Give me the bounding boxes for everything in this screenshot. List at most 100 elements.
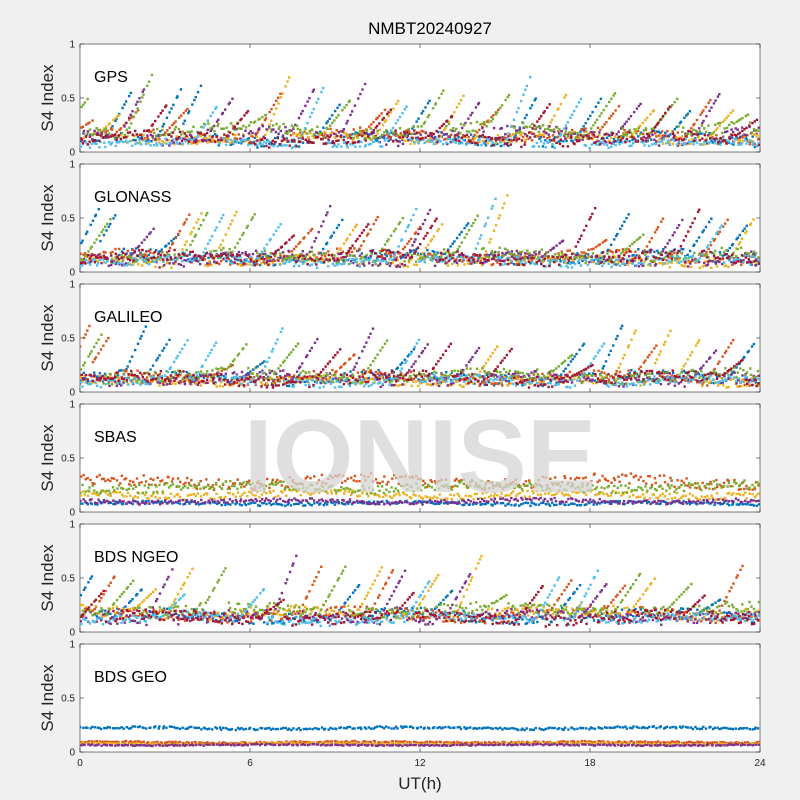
data-point <box>562 261 566 264</box>
data-point <box>516 129 520 132</box>
data-point <box>421 136 424 140</box>
data-point <box>525 125 529 129</box>
data-point <box>499 374 503 377</box>
data-point <box>383 131 386 134</box>
data-point <box>341 130 344 133</box>
data-point <box>271 139 275 142</box>
data-point <box>235 377 239 380</box>
data-point <box>666 254 669 258</box>
data-point <box>249 370 252 373</box>
data-point <box>335 247 339 250</box>
data-point <box>285 384 289 388</box>
data-point <box>279 256 282 260</box>
data-point <box>507 93 511 97</box>
data-point <box>374 261 377 264</box>
data-point <box>306 132 309 135</box>
data-point <box>161 265 164 268</box>
data-point <box>411 127 414 130</box>
data-point <box>435 260 439 264</box>
data-point <box>398 251 402 255</box>
data-point <box>644 257 648 261</box>
data-point <box>525 134 529 138</box>
data-point <box>610 145 613 149</box>
data-point <box>104 127 108 131</box>
data-point <box>356 131 359 135</box>
data-point <box>705 139 709 142</box>
data-point <box>564 253 567 257</box>
data-point <box>479 123 482 126</box>
data-point <box>246 110 250 113</box>
data-point <box>118 369 121 372</box>
data-point <box>363 82 367 86</box>
data-point <box>560 251 564 255</box>
data-point <box>494 255 498 259</box>
data-point <box>598 114 601 118</box>
data-point <box>381 257 384 261</box>
data-point <box>336 257 339 260</box>
data-point <box>607 262 610 266</box>
data-point <box>137 142 140 145</box>
data-point <box>231 250 234 254</box>
data-point <box>659 134 662 137</box>
data-point <box>426 231 429 235</box>
data-point <box>395 378 398 381</box>
data-point <box>93 261 97 264</box>
data-point <box>676 255 680 258</box>
data-point <box>222 374 226 378</box>
data-point <box>705 142 709 145</box>
data-point <box>564 261 567 264</box>
data-point <box>406 242 409 245</box>
data-point <box>445 256 448 260</box>
data-point <box>617 249 621 252</box>
data-point <box>279 92 282 96</box>
data-point <box>608 255 611 259</box>
data-point <box>109 222 112 226</box>
data-point <box>426 243 430 247</box>
data-point <box>564 127 568 130</box>
data-point <box>496 382 500 386</box>
data-point <box>460 252 464 255</box>
data-point <box>134 142 137 146</box>
data-point <box>391 261 395 264</box>
data-point <box>97 256 100 259</box>
data-point <box>654 125 657 129</box>
data-point <box>288 255 292 258</box>
data-point <box>170 107 173 110</box>
data-point <box>526 249 529 252</box>
data-point <box>650 127 653 130</box>
data-point <box>359 132 362 135</box>
data-point <box>253 143 257 146</box>
data-point <box>481 263 484 267</box>
data-point <box>669 251 672 254</box>
data-point <box>141 139 144 142</box>
data-point <box>233 214 237 217</box>
data-point <box>750 263 753 266</box>
data-point <box>158 141 161 144</box>
data-point <box>139 253 142 256</box>
data-point <box>348 257 351 261</box>
data-point <box>752 218 755 221</box>
data-point <box>752 133 756 136</box>
data-point <box>358 265 361 268</box>
data-point <box>712 239 716 242</box>
data-point <box>721 225 725 228</box>
data-point <box>351 143 355 146</box>
data-point <box>631 262 634 265</box>
data-point <box>494 139 498 142</box>
data-point <box>634 256 637 260</box>
data-point <box>432 257 436 260</box>
data-point <box>510 250 514 253</box>
data-point <box>587 372 591 375</box>
data-point <box>604 132 608 136</box>
data-point <box>744 139 747 142</box>
data-point <box>621 127 624 130</box>
data-point <box>423 141 426 145</box>
data-point <box>639 365 642 369</box>
data-point <box>712 255 716 258</box>
data-point <box>217 138 220 142</box>
data-point <box>702 229 705 232</box>
data-point <box>531 260 534 264</box>
data-point <box>270 128 274 132</box>
data-point <box>188 260 192 264</box>
data-point <box>296 127 300 131</box>
